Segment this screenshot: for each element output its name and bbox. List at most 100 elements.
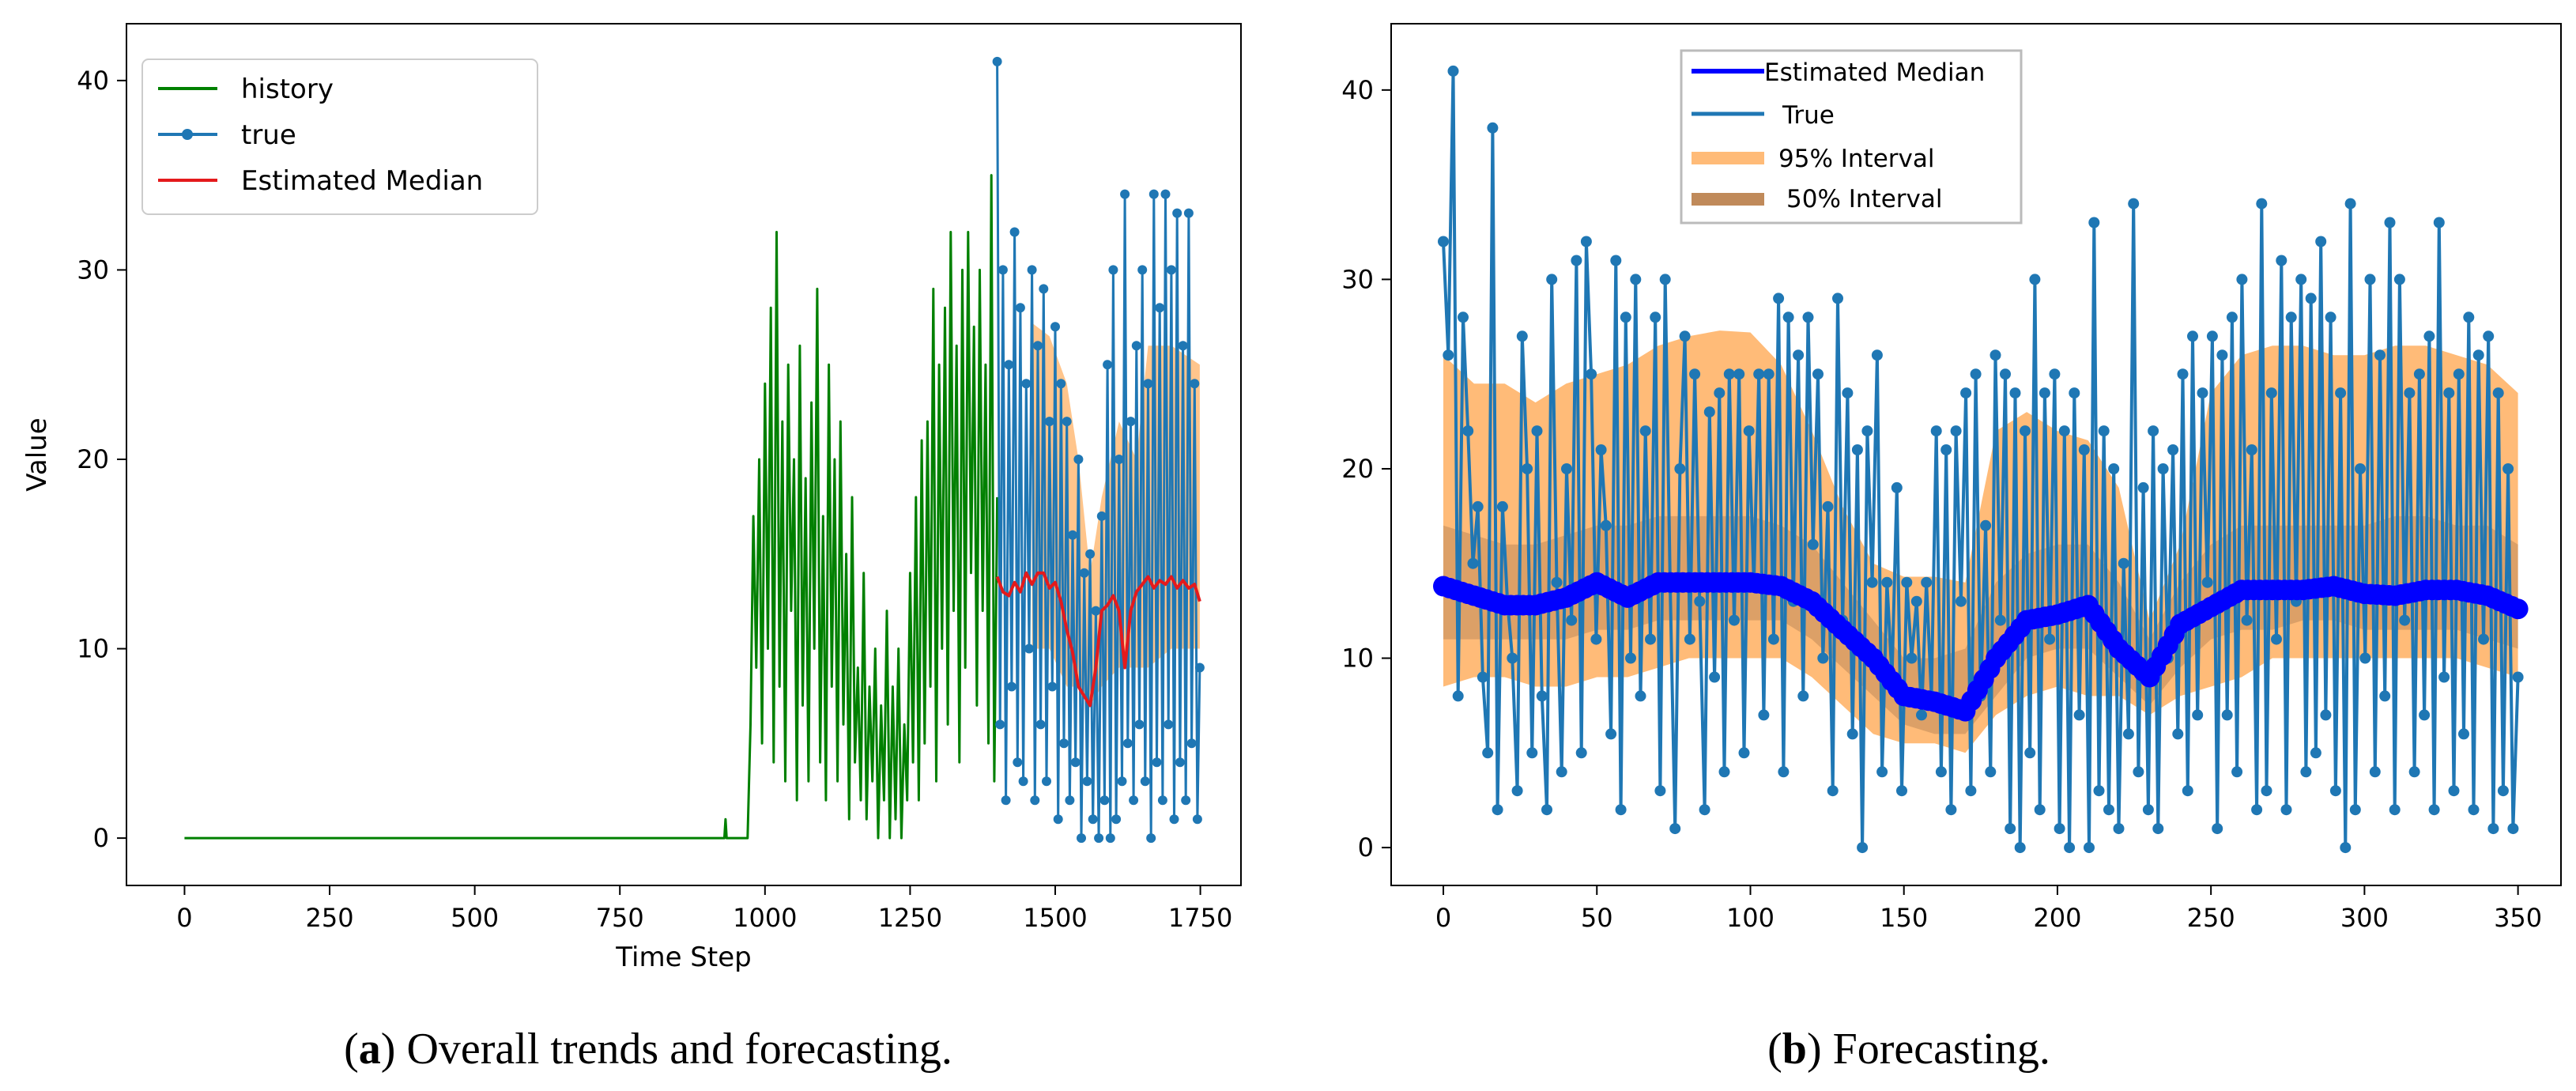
y-axis-label-a: Value	[21, 417, 53, 491]
true-point-b	[1507, 652, 1518, 664]
true-point-b	[2005, 823, 2016, 835]
true-point-b	[2349, 804, 2361, 816]
true-point-b	[1580, 236, 1592, 247]
true-point-a	[1131, 341, 1141, 351]
true-point-b	[1871, 349, 1883, 361]
chart-panel-a: 0 250 500 750 1000 1250 1500 1750 0 10 20 30 40 Tim…	[21, 23, 1242, 973]
x-tick-label: 250	[305, 903, 353, 933]
true-point-b	[1620, 311, 1631, 323]
series-line-median-a	[995, 571, 1201, 708]
true-point-b	[1536, 690, 1548, 702]
true-point-b	[2458, 728, 2469, 740]
true-point-b	[2487, 823, 2499, 835]
x-tick-label: 1250	[878, 903, 942, 933]
y-tick-label: 20	[1341, 454, 1374, 484]
true-point-b	[1443, 349, 1454, 361]
true-point-b	[2276, 255, 2287, 266]
true-point-b	[1778, 766, 1790, 778]
true-point-b	[2483, 330, 2495, 342]
series-group-b	[1433, 65, 2529, 854]
true-point-b	[1556, 766, 1567, 778]
legend-swatch-95	[1692, 152, 1764, 164]
true-point-b	[1960, 387, 1972, 399]
series-line-history	[184, 174, 999, 840]
true-point-b	[1955, 595, 1967, 607]
legend-swatch-50	[1692, 193, 1764, 206]
true-point-b	[2029, 274, 2041, 285]
true-point-a	[1056, 379, 1066, 389]
true-point-a	[1175, 757, 1185, 768]
chart-panel-b: 0 50 100 150 200 250 300 350 0 10 20 30 40 Estimate…	[1341, 23, 2562, 933]
true-point-b	[2280, 804, 2292, 816]
true-point-a	[1047, 681, 1058, 692]
true-point-b	[2379, 690, 2391, 702]
true-point-a	[1044, 417, 1054, 427]
y-tick-label: 0	[1358, 832, 1374, 863]
true-point-b	[1630, 274, 1642, 285]
true-point-a	[1129, 795, 1139, 806]
true-point-b	[2438, 671, 2450, 683]
true-point-a	[1178, 341, 1188, 351]
caption-a: (a) Overall trends and forecasting.	[344, 1025, 952, 1074]
true-point-a	[1186, 738, 1197, 749]
true-point-b	[1679, 330, 1691, 342]
true-point-b	[2408, 766, 2420, 778]
y-tick-label: 20	[77, 444, 109, 474]
true-point-b	[1861, 425, 1873, 437]
x-tick-label: 100	[1726, 903, 1775, 933]
true-point-b	[1753, 368, 1765, 380]
true-point-a	[1065, 795, 1075, 806]
true-point-a	[1018, 776, 1028, 787]
true-point-b	[1654, 785, 1666, 797]
true-point-b	[2325, 311, 2337, 323]
true-point-b	[2113, 823, 2125, 835]
true-point-b	[2419, 709, 2431, 721]
true-point-a	[1099, 795, 1110, 806]
true-point-a	[1146, 833, 1156, 844]
true-point-a	[1166, 265, 1176, 275]
true-point-b	[1496, 500, 1508, 512]
true-point-b	[1910, 595, 1922, 607]
true-point-a	[1021, 379, 1032, 389]
x-tick-label: 300	[2340, 903, 2389, 933]
true-point-b	[2088, 217, 2100, 228]
true-point-b	[1714, 387, 1726, 399]
true-point-b	[1817, 652, 1829, 664]
true-point-a	[1009, 227, 1020, 237]
legend-label-true: true	[241, 119, 296, 151]
true-point-b	[1718, 766, 1730, 778]
true-point-b	[2413, 368, 2425, 380]
true-point-b	[2251, 804, 2263, 816]
true-point-b	[2034, 804, 2046, 816]
legend-label-95: 95% Interval	[1778, 145, 1934, 173]
true-point-b	[1482, 747, 1494, 759]
x-tick-label: 1000	[733, 903, 797, 933]
true-point-a	[1108, 265, 1118, 275]
true-point-a	[995, 719, 1005, 730]
true-point-b	[2226, 311, 2238, 323]
x-tick-label: 0	[176, 903, 192, 933]
true-point-b	[2472, 349, 2484, 361]
true-point-a	[1001, 795, 1011, 806]
true-point-b	[1965, 785, 1977, 797]
true-point-b	[1659, 274, 1671, 285]
true-point-a	[1157, 795, 1167, 806]
true-point-a	[1120, 189, 1130, 199]
true-point-b	[1930, 425, 1942, 437]
true-point-b	[1994, 614, 2006, 626]
true-point-b	[1767, 633, 1779, 645]
true-point-b	[2039, 387, 2050, 399]
true-point-b	[1857, 842, 1869, 854]
y-ticks-a: 0 10 20 30 40	[77, 66, 126, 853]
true-point-b	[1802, 311, 1814, 323]
true-point-b	[2433, 217, 2445, 228]
true-point-a	[1160, 189, 1171, 199]
true-point-a	[1077, 833, 1086, 844]
true-point-b	[1881, 576, 1893, 588]
true-point-a	[1059, 738, 1069, 749]
true-point-b	[2478, 633, 2489, 645]
true-point-b	[1689, 368, 1701, 380]
true-point-b	[2054, 823, 2065, 835]
true-point-b	[1586, 368, 1597, 380]
true-point-b	[2320, 709, 2332, 721]
